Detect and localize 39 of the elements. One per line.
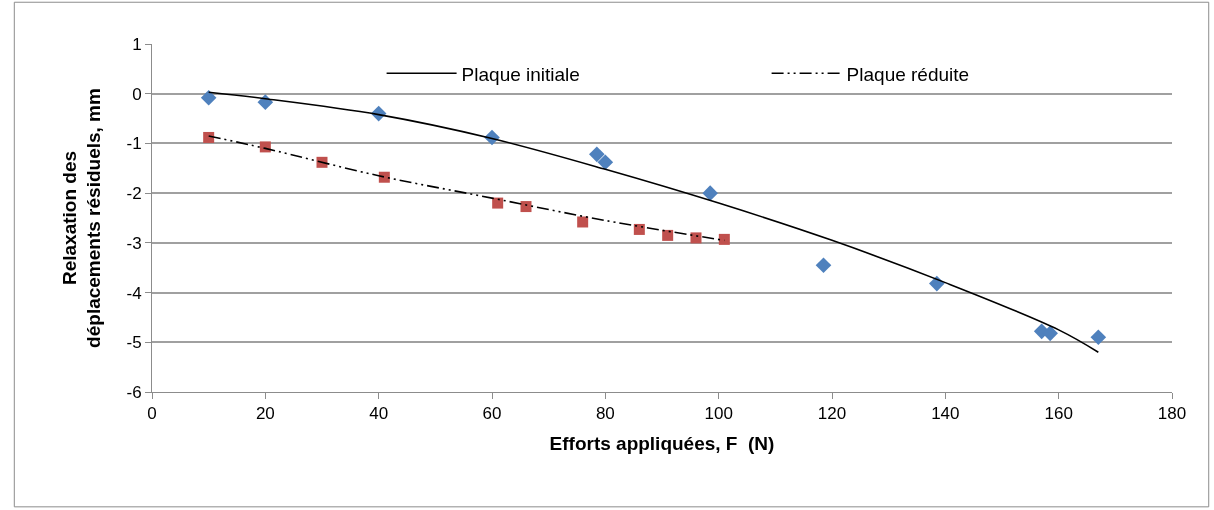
y-tick-label: -4 — [126, 283, 142, 303]
point — [929, 275, 945, 292]
x-tick-label: 60 — [482, 404, 502, 424]
point — [378, 171, 390, 183]
point — [633, 223, 645, 235]
point — [1090, 329, 1107, 346]
point — [492, 197, 504, 209]
point — [815, 257, 832, 274]
x-tick-label: 80 — [595, 404, 615, 424]
y-axis-title: Relaxation des déplacements résiduels, mm — [58, 88, 105, 348]
y-tick-label: -6 — [126, 382, 142, 402]
x-axis-title: Efforts appliquées, F (N) — [549, 433, 775, 455]
x-tick-label: 160 — [1044, 404, 1073, 424]
point — [203, 131, 215, 143]
y-tick-label: -2 — [126, 184, 142, 204]
point — [702, 185, 718, 201]
point — [662, 229, 674, 241]
point — [589, 146, 605, 163]
point — [200, 89, 217, 106]
y-tick-label: -1 — [126, 134, 142, 154]
y-tick-label: 1 — [132, 34, 142, 54]
point — [718, 233, 730, 245]
legend-label: Plaque initiale — [461, 63, 580, 85]
point — [520, 201, 532, 213]
point — [690, 232, 702, 244]
x-tick-label: 140 — [931, 404, 960, 424]
point — [259, 141, 271, 153]
point — [597, 154, 614, 171]
y-tick-label: -3 — [126, 233, 142, 253]
x-tick-label: 100 — [704, 404, 733, 424]
y-tick-label: -5 — [126, 333, 142, 353]
legend-label: Plaque réduite — [846, 63, 970, 85]
x-tick-label: 20 — [255, 404, 275, 424]
x-tick-label: 180 — [1157, 404, 1187, 424]
x-tick-label: 40 — [369, 404, 389, 424]
x-tick-label: 120 — [817, 404, 847, 424]
point — [577, 216, 589, 228]
y-tick-label: 0 — [132, 84, 142, 104]
x-tick-label: 0 — [147, 404, 157, 424]
